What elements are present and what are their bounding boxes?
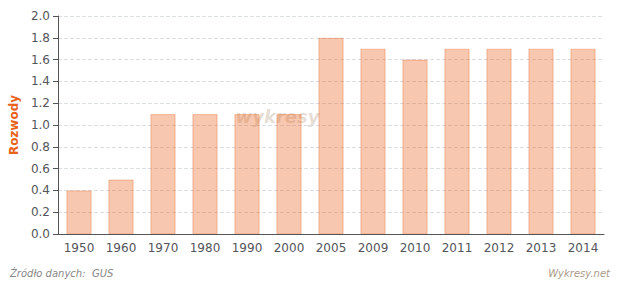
svg-text:Źródło danych: GUS: Źródło danych: GUS <box>9 267 114 279</box>
svg-text:2010: 2010 <box>400 241 431 255</box>
svg-text:2.0: 2.0 <box>31 9 50 23</box>
svg-text:2009: 2009 <box>358 241 389 255</box>
svg-text:1.2: 1.2 <box>31 96 50 110</box>
svg-text:0.6: 0.6 <box>31 162 50 176</box>
svg-text:0.0: 0.0 <box>31 227 50 241</box>
svg-text:2005: 2005 <box>316 241 347 255</box>
svg-text:2013: 2013 <box>526 241 557 255</box>
svg-text:2012: 2012 <box>484 241 515 255</box>
svg-text:1.8: 1.8 <box>31 31 50 45</box>
svg-text:Wykresy.net: Wykresy.net <box>548 268 611 279</box>
svg-text:1990: 1990 <box>232 241 263 255</box>
svg-text:1950: 1950 <box>64 241 95 255</box>
svg-text:1960: 1960 <box>106 241 137 255</box>
svg-text:1.4: 1.4 <box>31 74 50 88</box>
svg-text:1.0: 1.0 <box>31 118 50 132</box>
svg-text:0.2: 0.2 <box>31 205 50 219</box>
svg-text:Rozwody: Rozwody <box>7 95 21 155</box>
svg-text:1980: 1980 <box>190 241 221 255</box>
svg-text:2000: 2000 <box>274 241 305 255</box>
svg-text:0.8: 0.8 <box>31 140 50 154</box>
svg-text:2011: 2011 <box>442 241 473 255</box>
svg-text:1970: 1970 <box>148 241 179 255</box>
svg-text:1.6: 1.6 <box>31 53 50 67</box>
svg-text:0.4: 0.4 <box>31 183 50 197</box>
svg-text:2014: 2014 <box>568 241 599 255</box>
